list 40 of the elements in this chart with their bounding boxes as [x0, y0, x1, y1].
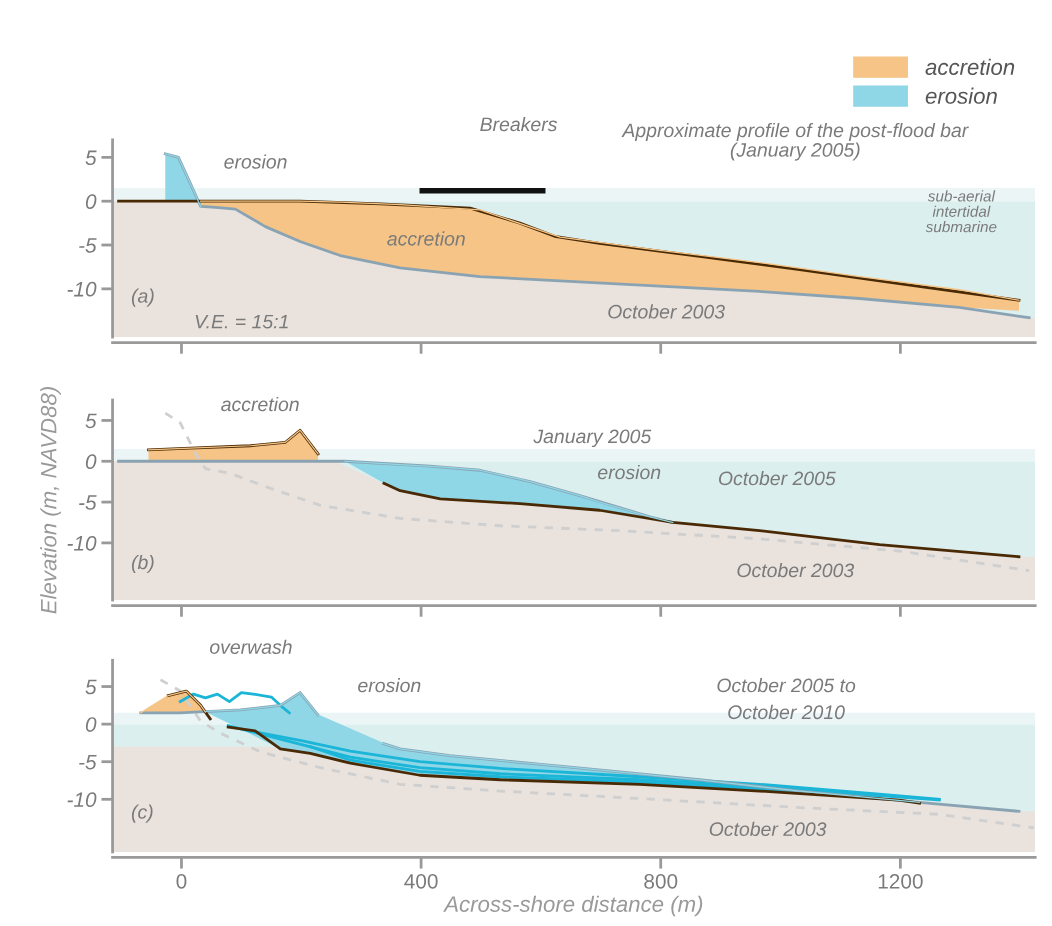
y-tick-label: 5 [85, 413, 97, 429]
annotation: October 2003 [709, 821, 827, 837]
text: Breakers [480, 116, 558, 132]
y-tick-label: -5 [79, 754, 97, 770]
annotation: October 2005 to [717, 678, 856, 693]
y-tick-label: -5 [79, 495, 97, 510]
annotation: (c) [131, 804, 153, 823]
annotation: October 2003 [608, 304, 725, 319]
annotation: (b) [131, 554, 154, 574]
y-tick-label: 0 [85, 717, 97, 732]
x-tick-label: 800 [644, 874, 678, 889]
annotation: accretion [221, 396, 299, 412]
y-tick-label: -10 [67, 281, 97, 297]
y-tick-label: 5 [85, 679, 97, 695]
y-tick-label: 0 [85, 454, 97, 470]
y-axis-title: Elevation (m, NAVD88) [40, 387, 61, 614]
x-tick-label: 400 [404, 874, 438, 889]
annotation: accretion [387, 231, 465, 246]
annotation: erosion [358, 678, 421, 693]
annotation: January 2005 [533, 429, 652, 448]
y-tick-label: -10 [67, 792, 97, 808]
annotation: erosion [224, 154, 287, 169]
annotation: sub-aerial intertidal submarine [925, 190, 997, 233]
y-tick-label: 0 [85, 194, 97, 209]
annotation: Approximate profile of the post-flood bar (January 2005) [621, 122, 969, 161]
annotation: October 2010 [728, 704, 845, 720]
legend-label: accretion [925, 58, 1015, 76]
x-tick-label: 0 [176, 874, 187, 889]
y-tick-label: -5 [79, 238, 97, 253]
legend-label: erosion [925, 87, 997, 104]
y-tick-label: -10 [67, 535, 97, 551]
x-tick-label: 1200 [878, 874, 923, 889]
annotation: October 2005 [718, 470, 836, 486]
x-axis-title: Across-shore distance (m) [443, 895, 703, 917]
annotation: V.E. = 15:1 [195, 314, 288, 329]
annotation: (a) [131, 288, 154, 307]
y-tick-label: 5 [85, 150, 97, 166]
annotation: erosion [597, 464, 661, 480]
text: overwash [209, 639, 292, 654]
annotation: October 2003 [737, 562, 855, 578]
